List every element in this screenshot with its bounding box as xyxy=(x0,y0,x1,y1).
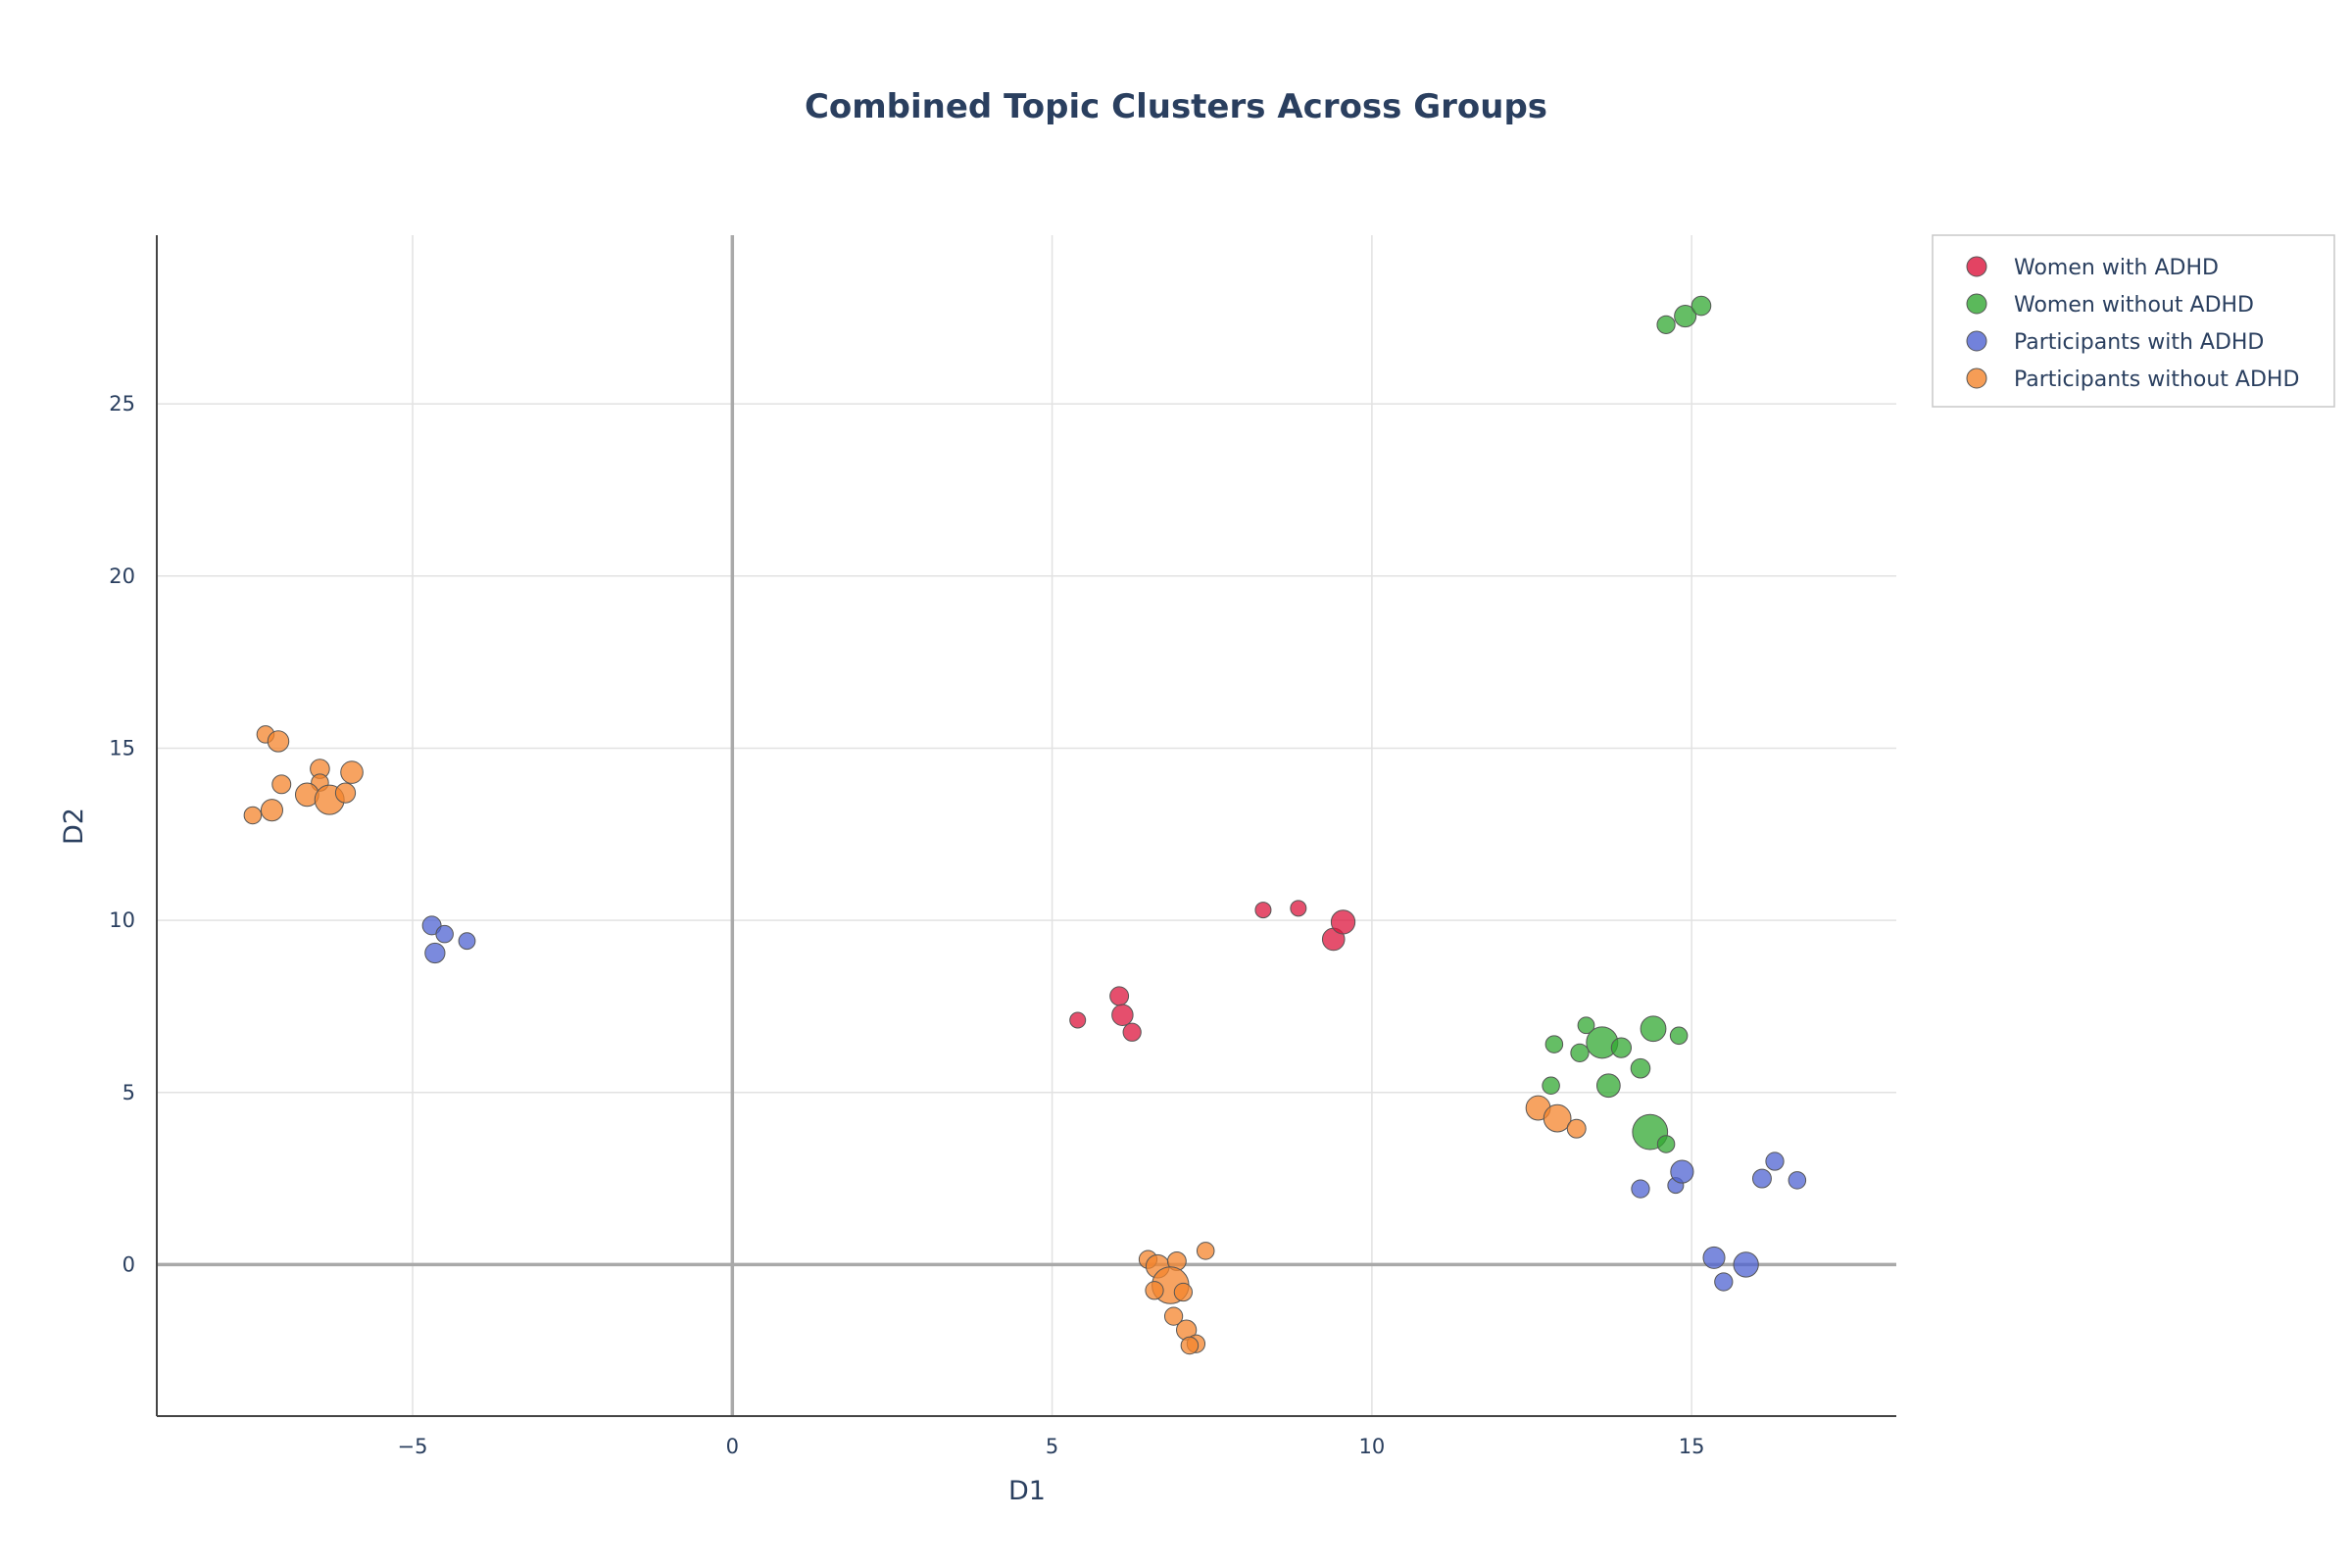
data-point[interactable] xyxy=(1111,1004,1134,1026)
data-point[interactable] xyxy=(1122,1022,1142,1042)
data-point[interactable] xyxy=(458,932,476,951)
series-participants-with-adhd xyxy=(421,915,1807,1292)
legend-marker xyxy=(1966,330,1987,352)
y-tick-label: 20 xyxy=(109,564,135,588)
x-tick-label: −5 xyxy=(398,1435,428,1458)
series-participants-without-adhd xyxy=(243,725,1587,1355)
data-point[interactable] xyxy=(1690,295,1712,317)
legend[interactable]: Women with ADHD Women without ADHD Parti… xyxy=(1932,234,2335,408)
grid-layer xyxy=(157,235,1896,1416)
data-point[interactable] xyxy=(1640,1015,1667,1043)
data-point[interactable] xyxy=(1544,1035,1564,1054)
data-point[interactable] xyxy=(1069,1011,1087,1029)
legend-item-women-with-adhd[interactable]: Women with ADHD xyxy=(1966,256,2219,280)
data-point[interactable] xyxy=(1595,1073,1621,1099)
chart-title: Combined Topic Clusters Across Groups xyxy=(805,87,1547,126)
data-point[interactable] xyxy=(1733,1251,1759,1278)
data-point[interactable] xyxy=(1656,315,1676,334)
x-axis-title: D1 xyxy=(1008,1476,1046,1506)
data-point[interactable] xyxy=(1702,1246,1726,1269)
data-point[interactable] xyxy=(1330,909,1356,935)
data-point[interactable] xyxy=(1669,1026,1689,1046)
zero-lines xyxy=(157,235,1896,1416)
legend-box xyxy=(1932,234,2335,408)
data-point[interactable] xyxy=(260,799,283,822)
legend-marker xyxy=(1966,293,1987,315)
legend-item-participants-with-adhd[interactable]: Participants with ADHD xyxy=(1966,330,2264,355)
y-tick-label: 0 xyxy=(122,1252,135,1276)
y-tick-label: 10 xyxy=(109,908,135,932)
data-point[interactable] xyxy=(1674,305,1697,328)
data-points xyxy=(243,295,1807,1355)
data-point[interactable] xyxy=(1577,1016,1595,1035)
data-point[interactable] xyxy=(1163,1306,1184,1326)
data-point[interactable] xyxy=(1254,902,1272,919)
data-point[interactable] xyxy=(1631,1179,1650,1199)
x-tick-label: 15 xyxy=(1679,1435,1705,1458)
data-point[interactable] xyxy=(1145,1281,1164,1300)
legend-label: Women without ADHD xyxy=(2014,293,2254,318)
tick-labels: −5 0 5 10 15 0 5 10 15 20 25 xyxy=(109,392,1704,1458)
y-tick-label: 5 xyxy=(122,1081,135,1104)
y-tick-label: 25 xyxy=(109,392,135,416)
data-point[interactable] xyxy=(1788,1171,1807,1190)
data-point[interactable] xyxy=(1173,1282,1194,1302)
data-point[interactable] xyxy=(1543,1103,1572,1133)
data-point[interactable] xyxy=(435,924,454,944)
legend-item-women-without-adhd[interactable]: Women without ADHD xyxy=(1966,293,2254,318)
legend-marker xyxy=(1966,256,1987,277)
x-tick-label: 0 xyxy=(726,1435,739,1458)
data-point[interactable] xyxy=(1670,1159,1694,1184)
series-women-with-adhd xyxy=(1069,900,1356,1042)
legend-item-participants-without-adhd[interactable]: Participants without ADHD xyxy=(1966,368,2299,392)
legend-label: Participants with ADHD xyxy=(2014,330,2264,355)
data-point[interactable] xyxy=(1570,1043,1590,1062)
series-women-without-adhd xyxy=(1542,295,1712,1153)
x-tick-label: 5 xyxy=(1046,1435,1058,1458)
legend-label: Women with ADHD xyxy=(2014,256,2219,280)
data-point[interactable] xyxy=(1566,1118,1587,1139)
y-tick-label: 15 xyxy=(109,736,135,760)
data-point[interactable] xyxy=(243,806,263,825)
data-point[interactable] xyxy=(1751,1168,1772,1189)
data-point[interactable] xyxy=(1765,1152,1785,1171)
legend-label: Participants without ADHD xyxy=(2014,368,2299,392)
data-point[interactable] xyxy=(1109,986,1130,1006)
axes xyxy=(156,235,1896,1417)
x-tick-label: 10 xyxy=(1359,1435,1386,1458)
data-point[interactable] xyxy=(1630,1057,1651,1079)
data-point[interactable] xyxy=(1290,900,1307,917)
data-point[interactable] xyxy=(1196,1242,1215,1260)
data-point[interactable] xyxy=(1542,1076,1560,1096)
data-point[interactable] xyxy=(424,942,446,964)
data-point[interactable] xyxy=(271,774,292,795)
data-point[interactable] xyxy=(267,730,290,753)
data-point[interactable] xyxy=(1714,1272,1734,1292)
data-point[interactable] xyxy=(1610,1037,1633,1058)
data-point[interactable] xyxy=(1656,1135,1676,1153)
data-point[interactable] xyxy=(340,760,364,784)
y-axis-title: D2 xyxy=(59,808,89,845)
data-point[interactable] xyxy=(334,782,357,804)
legend-marker xyxy=(1966,368,1987,389)
data-point[interactable] xyxy=(1180,1336,1200,1355)
